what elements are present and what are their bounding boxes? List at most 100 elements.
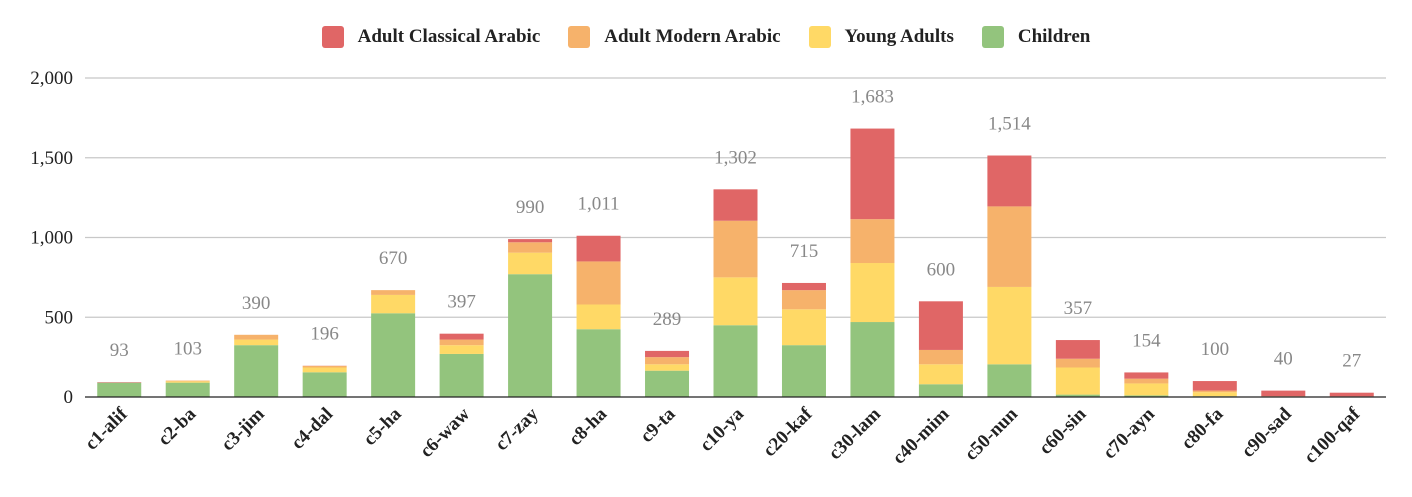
bar-segment-adult-modern-arabic — [850, 219, 895, 264]
legend-swatch-children — [981, 26, 1004, 48]
legend-label-young-adults: Young Adults — [844, 26, 954, 47]
bar-total-label: 1,683 — [851, 87, 894, 108]
bar-segment-young-adults — [371, 294, 416, 314]
bar-segment-adult-modern-arabic — [165, 380, 210, 382]
x-tick-label: c10-ya — [696, 403, 749, 456]
y-tick-label: 1,500 — [30, 148, 73, 169]
x-tick-label: c70-ayn — [1099, 403, 1159, 463]
bar-segment-children — [576, 329, 621, 397]
bar-segment-children — [645, 370, 690, 397]
bar-segment-adult-classical-arabic — [781, 282, 826, 291]
x-tick-label: c6-waw — [416, 403, 474, 461]
bar-segment-adult-classical-arabic — [508, 239, 553, 243]
x-tick-label: c80-fa — [1177, 403, 1227, 453]
y-tick-label: 500 — [45, 307, 74, 328]
bar-segment-adult-modern-arabic — [918, 349, 963, 365]
x-tick-label: c2-ba — [154, 403, 201, 450]
bar-segment-children — [713, 325, 758, 397]
bar-segment-adult-classical-arabic — [918, 301, 963, 350]
bar-total-label: 40 — [1274, 349, 1293, 370]
bar-total-label: 27 — [1342, 351, 1361, 372]
bar-total-label: 100 — [1201, 339, 1230, 360]
bar-segment-adult-modern-arabic — [234, 334, 279, 340]
legend-swatch-young-adults — [808, 26, 831, 48]
bar-segment-adult-classical-arabic — [1329, 392, 1374, 397]
x-tick-label: c60-sin — [1035, 403, 1090, 458]
x-tick-label: c7-zay — [491, 403, 543, 455]
bar-segment-adult-modern-arabic — [302, 365, 347, 368]
bar-segment-young-adults — [987, 286, 1032, 365]
bar-total-label: 289 — [653, 309, 682, 330]
bar-segment-young-adults — [781, 309, 826, 346]
bar-total-label: 715 — [790, 241, 819, 262]
bar-segment-adult-modern-arabic — [1192, 390, 1237, 393]
bar-segment-adult-modern-arabic — [713, 220, 758, 278]
x-tick-label: c30-lam — [825, 404, 885, 464]
x-tick-label: c90-sad — [1238, 403, 1296, 461]
bar-segment-children — [987, 364, 1032, 397]
bar-segment-children — [508, 274, 553, 397]
x-tick-label: c5-ha — [359, 403, 406, 450]
bar-segment-adult-modern-arabic — [576, 261, 621, 305]
bar-segment-children — [850, 322, 895, 397]
bar-segment-young-adults — [302, 367, 347, 373]
bar-segment-adult-modern-arabic — [371, 290, 416, 295]
bar-segment-young-adults — [918, 364, 963, 385]
bar-segment-young-adults — [1055, 367, 1100, 395]
bar-segment-adult-modern-arabic — [645, 357, 690, 365]
bar-segment-children — [234, 345, 279, 397]
bar-total-label: 1,302 — [714, 147, 757, 168]
x-tick-label: c9-ta — [636, 403, 680, 447]
bar-segment-young-adults — [576, 304, 621, 330]
bar-segment-children — [439, 353, 484, 397]
bar-segment-adult-classical-arabic — [1055, 340, 1100, 359]
legend-item-young-adults: Young Adults — [808, 26, 954, 48]
bar-segment-young-adults — [713, 277, 758, 326]
y-tick-label: 0 — [64, 387, 74, 408]
x-tick-label: c8-ha — [565, 403, 612, 450]
bar-segment-children — [918, 384, 963, 397]
legend-swatch-adult-classical-arabic — [321, 26, 344, 48]
bar-segment-adult-classical-arabic — [713, 189, 758, 221]
x-tick-label: c4-dal — [287, 404, 337, 454]
bar-total-label: 357 — [1064, 298, 1093, 319]
bar-total-label: 600 — [927, 259, 956, 280]
bar-total-label: 397 — [447, 292, 476, 313]
chart-legend: Adult Classical Arabic Adult Modern Arab… — [0, 22, 1412, 52]
legend-item-adult-classical-arabic: Adult Classical Arabic — [321, 26, 541, 48]
bar-segment-children — [371, 313, 416, 397]
legend-label-adult-modern-arabic: Adult Modern Arabic — [604, 26, 781, 47]
legend-label-adult-classical-arabic: Adult Classical Arabic — [357, 26, 541, 47]
bar-total-label: 103 — [173, 339, 202, 360]
legend-item-children: Children — [981, 26, 1090, 48]
bar-segment-young-adults — [508, 252, 553, 275]
bar-total-label: 1,514 — [988, 114, 1031, 135]
bar-total-label: 390 — [242, 293, 271, 314]
bar-segment-adult-modern-arabic — [439, 339, 484, 346]
bar-segment-adult-classical-arabic — [1261, 390, 1306, 397]
y-tick-label: 1,000 — [30, 228, 73, 249]
bar-segment-children — [1055, 394, 1100, 397]
bar-segment-young-adults — [1192, 392, 1237, 397]
bar-segment-adult-classical-arabic — [645, 350, 690, 358]
x-tick-label: c3-jim — [217, 404, 269, 456]
bar-segment-young-adults — [645, 364, 690, 371]
bar-segment-children — [1124, 395, 1169, 397]
bar-total-label: 196 — [310, 324, 339, 345]
bar-segment-young-adults — [850, 263, 895, 323]
bar-segment-children — [781, 345, 826, 397]
bar-total-label: 670 — [379, 248, 408, 269]
x-tick-label: c40-mim — [889, 404, 954, 469]
bar-segment-children — [302, 372, 347, 397]
bar-segment-adult-classical-arabic — [576, 235, 621, 262]
bar-total-label: 93 — [110, 340, 129, 361]
bar-segment-adult-modern-arabic — [781, 290, 826, 310]
bar-segment-young-adults — [234, 339, 279, 346]
bar-segment-adult-modern-arabic — [508, 242, 553, 253]
bar-segment-adult-classical-arabic — [850, 128, 895, 220]
x-tick-label: c1-alif — [81, 403, 132, 454]
bar-segment-adult-classical-arabic — [987, 155, 1032, 207]
bar-segment-children — [165, 382, 210, 397]
x-tick-label: c20-kaf — [759, 403, 817, 461]
bar-total-label: 154 — [1132, 330, 1161, 351]
